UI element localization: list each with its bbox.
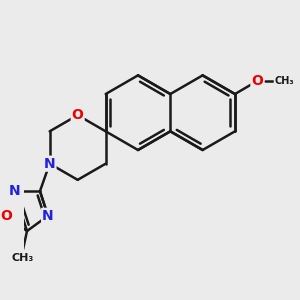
Text: O: O [251, 74, 263, 88]
Text: N: N [42, 209, 54, 223]
Text: CH₃: CH₃ [274, 76, 294, 86]
Text: CH₃: CH₃ [12, 253, 34, 263]
Text: N: N [44, 157, 56, 171]
Text: O: O [0, 209, 12, 223]
Text: N: N [8, 184, 20, 198]
Text: O: O [72, 108, 84, 122]
